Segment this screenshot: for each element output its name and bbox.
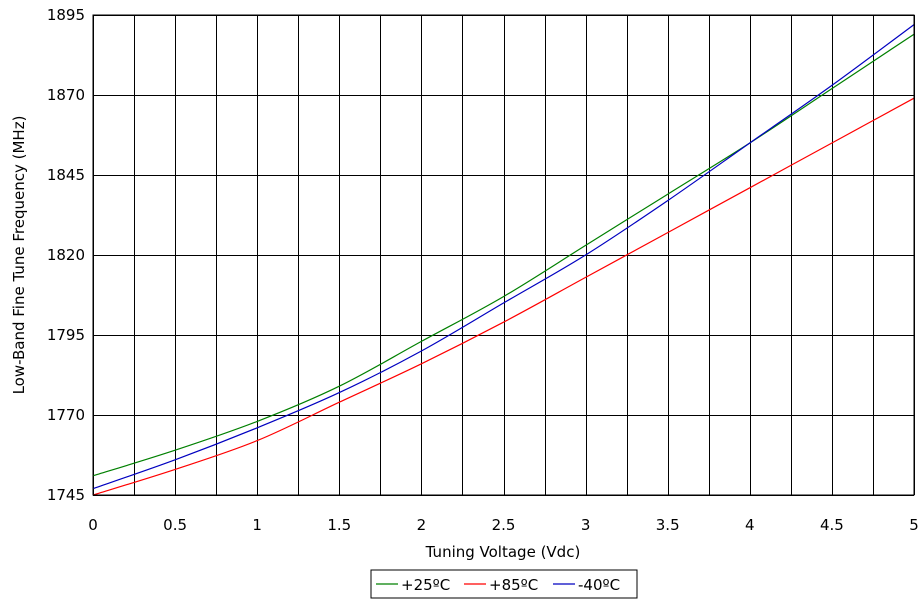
x-axis-ticks: 0 0.5 1 1.5 2 2.5 3 3.5 4 4.5 5 xyxy=(88,516,919,534)
series-line xyxy=(92,24,915,490)
x-tick-label: 4.5 xyxy=(820,516,844,534)
y-tick-label: 1870 xyxy=(47,86,85,104)
chart-legend: +25ºC +85ºC -40ºC xyxy=(370,569,638,599)
x-tick-label: 5 xyxy=(909,516,919,534)
y-axis-ticks: 1745 1770 1795 1820 1845 1870 1895 xyxy=(47,6,85,504)
y-tick-label: 1770 xyxy=(47,406,85,424)
y-tick-label: 1895 xyxy=(47,6,85,24)
legend-entry: -40ºC xyxy=(578,576,620,594)
plot-area-border xyxy=(92,14,915,496)
x-tick-label: 3 xyxy=(581,516,591,534)
x-tick-label: 4 xyxy=(745,516,755,534)
x-tick-label: 1 xyxy=(252,516,262,534)
chart-grid xyxy=(93,15,915,496)
x-tick-label: 0 xyxy=(88,516,98,534)
y-tick-label: 1795 xyxy=(47,326,85,344)
y-tick-label: 1845 xyxy=(47,166,85,184)
series-line xyxy=(92,33,915,477)
chart-series xyxy=(92,24,915,496)
x-axis-label: Tuning Voltage (Vdc) xyxy=(425,543,581,561)
series-line xyxy=(92,97,915,496)
x-tick-label: 0.5 xyxy=(163,516,187,534)
legend-entry: +25ºC xyxy=(401,576,450,594)
y-axis-label: Low-Band Fine Tune Frequency (MHz) xyxy=(10,116,28,395)
legend-box xyxy=(370,569,638,599)
x-tick-label: 1.5 xyxy=(327,516,351,534)
y-tick-label: 1820 xyxy=(47,246,85,264)
y-tick-label: 1745 xyxy=(47,486,85,504)
x-tick-label: 2 xyxy=(417,516,427,534)
x-tick-label: 3.5 xyxy=(656,516,680,534)
x-tick-label: 2.5 xyxy=(492,516,516,534)
legend-entry: +85ºC xyxy=(489,576,538,594)
